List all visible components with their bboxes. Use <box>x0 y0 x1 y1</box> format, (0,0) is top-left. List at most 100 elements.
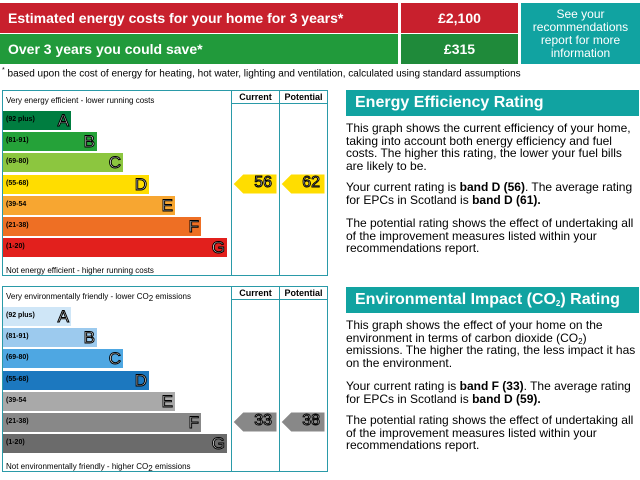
energy-cost-value: £2,100 <box>401 3 520 33</box>
env-description-end: ) emissions. The higher the rating, the … <box>346 330 636 370</box>
energy-cost-label: Estimated energy costs for your home for… <box>0 3 400 33</box>
band-letter: D <box>134 370 147 390</box>
potential-column-header: Potential <box>284 288 323 298</box>
chart-bottom-label: Not energy efficient - higher running co… <box>6 266 154 275</box>
band-bar-f: (21-38) F <box>3 413 201 433</box>
column-divider <box>231 91 232 275</box>
potential-column-header: Potential <box>284 92 323 102</box>
energy-description: This graph shows the current efficiency … <box>346 121 631 173</box>
band-range: (69-80) <box>6 158 29 166</box>
energy-current-text: Your current rating is <box>346 180 460 194</box>
potential-rating-value: 62 <box>302 173 321 191</box>
band-letter: E <box>161 195 173 215</box>
band-range: (1-20) <box>6 439 25 447</box>
band-letter: C <box>108 153 121 173</box>
see-report-link[interactable]: See your recommendations report for more… <box>521 3 640 64</box>
co2-subscript: 2 <box>555 299 561 308</box>
co2-subscript: 2 <box>148 464 153 473</box>
chart-bottom-label-end: emissions <box>152 462 191 471</box>
band-bar-c: (69-80) C <box>3 349 123 369</box>
band-bar-e: (39-54 E <box>3 195 175 215</box>
band-range: (1-20) <box>6 243 25 251</box>
potential-rating-arrow: 62 <box>281 173 326 195</box>
chart-top-label-text: Very environmentally friendly - lower CO <box>6 292 149 301</box>
band-letter: B <box>83 132 95 152</box>
energy-average-band: band D (61). <box>472 192 541 207</box>
co2-subscript: 2 <box>148 294 154 303</box>
chart-bottom-label-text: Not environmentally friendly - higher CO <box>6 462 149 471</box>
band-range: (55-68) <box>6 179 29 187</box>
env-average-band: band D (59). <box>472 391 541 406</box>
energy-cost-row: Estimated energy costs for your home for… <box>0 3 640 33</box>
header-rule <box>232 103 328 104</box>
band-bar-d: (55-68) D <box>3 174 149 194</box>
band-bar-b: (81-91) B <box>3 132 97 152</box>
chart-bottom-label: Not environmentally friendly - higher CO… <box>6 462 191 473</box>
environmental-description: This graph shows the effect of your home… <box>346 319 640 369</box>
energy-average-text: . The average rating for EPCs in Scotlan… <box>346 180 633 207</box>
band-letter: E <box>161 391 173 411</box>
band-letter: C <box>108 349 121 369</box>
band-bar-a: (92 plus) A <box>3 111 71 131</box>
band-bar-e: (39-54 E <box>3 391 175 411</box>
energy-potential-description: The potential rating shows the effect of… <box>346 216 634 255</box>
column-divider <box>279 91 280 275</box>
band-bar-b: (81-91) B <box>3 328 97 348</box>
band-range: (21-38) <box>6 222 29 229</box>
band-range: (92 plus) <box>6 312 35 319</box>
band-letter: G <box>211 434 225 454</box>
env-average-text: . The average rating for EPCs in Scotlan… <box>346 379 631 406</box>
band-range: (39-54 <box>6 396 27 404</box>
energy-rating-chart: Very energy efficient - lower running co… <box>2 90 328 276</box>
env-title-end: ) Rating <box>560 291 620 308</box>
band-bar-a: (92 plus) A <box>3 307 71 327</box>
environmental-current-rating: Your current rating is band F (33). The … <box>346 380 640 405</box>
energy-current-band: band D (56) <box>459 180 525 194</box>
chart-top-label: Very environmentally friendly - lower CO… <box>6 292 191 303</box>
band-bar-g: (1-20) G <box>3 238 227 258</box>
env-current-text: Your current rating is <box>346 379 460 393</box>
env-current-band: band F (33) <box>459 379 524 393</box>
band-letter: F <box>188 413 199 433</box>
band-range: (39-54 <box>6 200 27 208</box>
env-description-text: This graph shows the effect of your home… <box>346 318 603 345</box>
band-bar-d: (55-68) D <box>3 370 149 390</box>
band-bar-c: (69-80) C <box>3 153 123 173</box>
current-rating-arrow: 33 <box>233 411 278 433</box>
header-rule <box>232 299 328 300</box>
footnote-mark: * <box>2 67 5 74</box>
band-range: (92 plus) <box>6 116 35 123</box>
env-title-text: Environmental Impact (CO <box>355 291 556 308</box>
savings-label: Over 3 years you could save* <box>0 34 400 64</box>
band-letter: B <box>83 328 95 348</box>
band-range: (55-68) <box>6 375 29 383</box>
band-letter: F <box>188 217 199 237</box>
potential-rating-arrow: 38 <box>281 411 326 433</box>
band-letter: A <box>57 307 69 327</box>
footnote-text: based upon the cost of energy for heatin… <box>7 68 521 80</box>
savings-value: £315 <box>401 34 520 64</box>
environmental-rating-chart: Very environmentally friendly - lower CO… <box>2 286 328 473</box>
band-range: (21-38) <box>6 418 29 425</box>
band-letter: D <box>134 174 147 194</box>
band-range: (81-91) <box>6 333 29 341</box>
chart-top-label-end: emissions <box>153 292 191 301</box>
potential-rating-value: 38 <box>302 412 321 430</box>
environmental-rating-title: Environmental Impact (CO2) Rating <box>346 287 639 313</box>
current-rating-arrow: 56 <box>233 173 278 195</box>
current-column-header: Current <box>239 288 272 298</box>
environmental-potential-description: The potential rating shows the effect of… <box>346 413 634 452</box>
band-letter: A <box>57 111 69 131</box>
band-range: (81-91) <box>6 137 29 145</box>
column-divider <box>231 287 232 471</box>
footnote: * based upon the cost of energy for heat… <box>2 67 521 79</box>
band-range: (69-80) <box>6 354 29 362</box>
current-column-header: Current <box>239 92 272 102</box>
band-bar-f: (21-38) F <box>3 217 201 237</box>
savings-row: Over 3 years you could save* £315 <box>0 34 640 64</box>
current-rating-value: 33 <box>254 412 273 430</box>
co2-subscript: 2 <box>578 336 583 346</box>
band-letter: G <box>211 238 225 258</box>
chart-top-label: Very energy efficient - lower running co… <box>6 96 155 105</box>
energy-current-rating: Your current rating is band D (56). The … <box>346 181 640 206</box>
